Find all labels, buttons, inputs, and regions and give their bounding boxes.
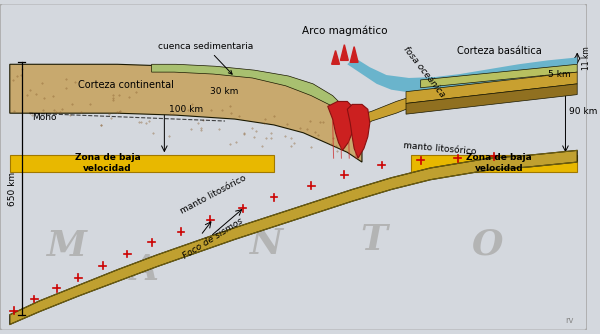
Text: T: T [360,223,387,258]
Polygon shape [350,47,358,62]
Polygon shape [347,57,577,93]
Text: Foco de sismos: Foco de sismos [181,216,244,261]
Text: manto litosórico: manto litosórico [179,173,248,215]
Polygon shape [340,45,348,60]
Polygon shape [347,105,370,158]
Text: O: O [472,227,503,261]
Text: M: M [47,229,86,263]
Polygon shape [421,64,577,88]
Text: A: A [131,253,159,287]
Text: 11 km: 11 km [582,46,591,70]
Text: manto litosórico: manto litosórico [403,141,477,156]
Polygon shape [328,102,354,150]
Polygon shape [406,72,577,104]
FancyBboxPatch shape [0,4,587,330]
Text: Moho: Moho [32,113,57,122]
Polygon shape [411,155,577,172]
Text: 650 km: 650 km [8,171,17,206]
Text: Zona de baja
velocidad: Zona de baja velocidad [75,153,140,173]
Text: Corteza basáltica: Corteza basáltica [457,45,541,55]
Text: Zona de baja
velocidad: Zona de baja velocidad [466,153,532,173]
Text: Corteza continental: Corteza continental [78,80,174,90]
Text: rv: rv [565,316,573,325]
Text: 90 km: 90 km [569,107,598,116]
Text: 30 km: 30 km [211,87,239,96]
Text: Arco magmático: Arco magmático [302,26,387,36]
Text: N: N [250,227,283,261]
Polygon shape [347,94,421,136]
Text: 5 km: 5 km [548,69,571,78]
Polygon shape [152,64,347,116]
Polygon shape [10,64,362,162]
Polygon shape [10,155,274,172]
Polygon shape [10,150,577,325]
Polygon shape [406,84,577,114]
Polygon shape [332,50,340,64]
Text: cuenca sedimentaria: cuenca sedimentaria [158,41,253,74]
Text: fosa oceánica: fosa oceánica [401,45,446,99]
Text: 100 km: 100 km [169,105,203,114]
